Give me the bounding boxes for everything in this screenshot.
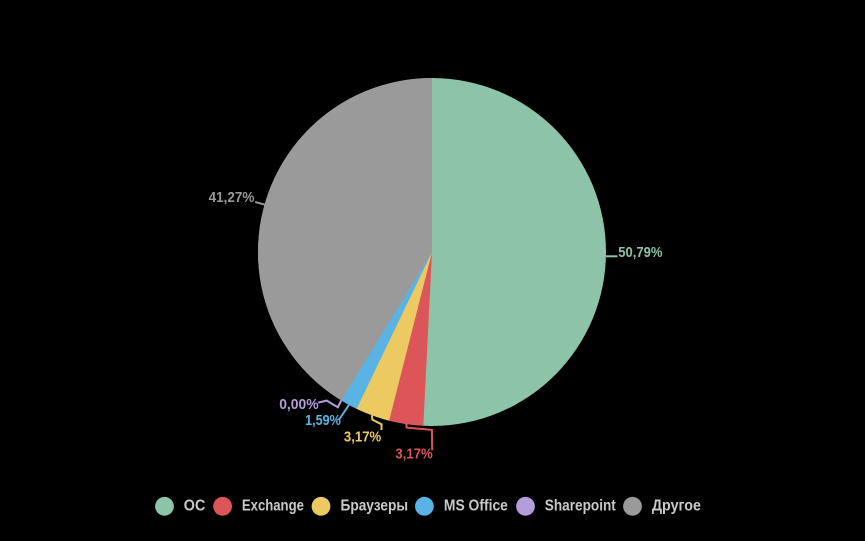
svg-text:3,17%: 3,17% [344,428,381,445]
svg-text:0,00%: 0,00% [279,396,318,413]
svg-text:1,59%: 1,59% [305,412,341,429]
svg-text:3,17%: 3,17% [395,446,432,463]
svg-text:Exchange: Exchange [242,498,304,515]
svg-text:Другое: Другое [652,498,701,515]
svg-text:Sharepoint: Sharepoint [545,498,617,515]
svg-text:50,79%: 50,79% [618,244,662,261]
svg-text:Браузеры: Браузеры [341,498,409,515]
svg-text:MS Office: MS Office [444,498,508,515]
svg-text:41,27%: 41,27% [209,189,255,206]
svg-text:ОС: ОС [184,498,206,515]
